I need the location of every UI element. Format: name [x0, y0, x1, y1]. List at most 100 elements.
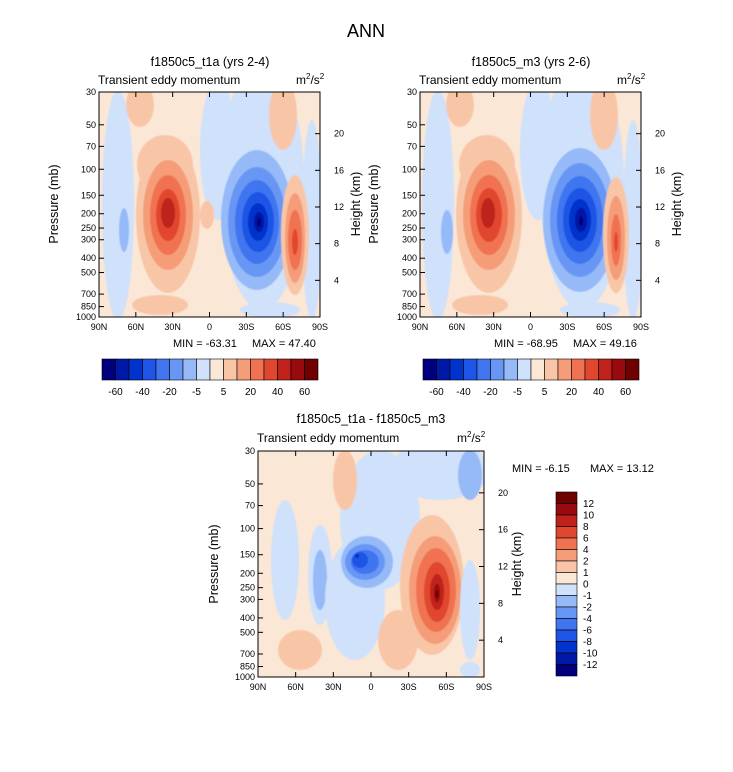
colorbar-label: -4 — [583, 614, 592, 625]
panel-diff-max: MAX = 13.12 — [590, 463, 654, 475]
colorbar-swatch — [263, 358, 278, 381]
colorbar-swatch — [304, 358, 319, 381]
colorbar-label: 40 — [272, 387, 284, 398]
y-tick-label: 70 — [407, 141, 417, 151]
colorbar-right: -60 -40 -20 -5 5 20 40 60 — [422, 358, 640, 398]
x-tick-label: 60N — [287, 682, 304, 692]
colorbar-swatch — [290, 358, 305, 381]
colorbar-label: 5 — [221, 387, 227, 398]
colorbar-swatch — [236, 358, 251, 381]
colorbar-swatch — [436, 358, 451, 381]
colorbar-swatch — [209, 358, 224, 381]
y-tick-label: 70 — [245, 501, 255, 511]
height-tick-label: 12 — [498, 562, 508, 572]
x-tick-label: 0 — [528, 322, 533, 332]
colorbar-label: -10 — [583, 649, 598, 660]
panel-left-max: MAX = 47.40 — [252, 338, 316, 350]
colorbar-label: 1 — [583, 568, 589, 579]
y-tick-label: 100 — [402, 164, 417, 174]
y-tick-label: 300 — [81, 235, 96, 245]
y-tick-label: 500 — [402, 268, 417, 278]
y-tick-label: 400 — [240, 613, 255, 623]
x-tick-label: 30S — [238, 322, 254, 332]
y-tick-label: 200 — [402, 209, 417, 219]
y-tick-label: 50 — [407, 120, 417, 130]
colorbar-label: -5 — [192, 387, 201, 398]
y-tick-label: 250 — [240, 583, 255, 593]
colorbar-swatch — [503, 358, 518, 381]
colorbar-label: 20 — [245, 387, 257, 398]
y-tick-label: 1000 — [235, 672, 255, 682]
colorbar-label: 0 — [583, 580, 589, 591]
colorbar-swatch — [250, 358, 265, 381]
x-tick-label: 90S — [312, 322, 328, 332]
colorbar-swatch — [555, 560, 578, 573]
colorbar-label: 40 — [593, 387, 605, 398]
colorbar-swatch — [555, 549, 578, 562]
panel-left-ylabel: Pressure (mb) — [47, 164, 61, 243]
colorbar-swatch — [625, 358, 640, 381]
colorbar-label: -5 — [513, 387, 522, 398]
colorbar-label: -8 — [583, 637, 592, 648]
colorbar-swatch — [115, 358, 130, 381]
colorbar-swatch — [422, 358, 437, 381]
x-tick-label: 30N — [164, 322, 181, 332]
panel-diff-ylabel-right: Height (km) — [510, 532, 524, 597]
colorbar-left: -60 -40 -20 -5 5 20 40 60 — [101, 358, 319, 398]
colorbar-swatch — [449, 358, 464, 381]
colorbar-swatch — [555, 664, 578, 677]
height-tick-label: 4 — [498, 635, 503, 645]
y-tick-label: 200 — [240, 568, 255, 578]
panel-left-axes: 305070100150200250300400500700850100090N… — [76, 87, 344, 332]
panel-right-subtitle: Transient eddy momentum — [419, 73, 561, 87]
y-tick-label: 300 — [402, 235, 417, 245]
colorbar-swatch — [463, 358, 478, 381]
x-tick-label: 90N — [250, 682, 267, 692]
figure-title: ANN — [347, 21, 385, 41]
colorbar-swatch — [101, 358, 116, 381]
y-tick-label: 300 — [240, 594, 255, 604]
colorbar-swatch — [555, 537, 578, 550]
y-tick-label: 30 — [407, 87, 417, 97]
x-tick-label: 0 — [207, 322, 212, 332]
panel-diff-ylabel: Pressure (mb) — [207, 524, 221, 603]
y-tick-label: 30 — [245, 446, 255, 456]
colorbar-label: 2 — [583, 557, 589, 568]
panel-diff-min: MIN = -6.15 — [512, 463, 570, 475]
panel-right-title: f1850c5_m3 (yrs 2-6) — [472, 55, 591, 69]
height-tick-label: 12 — [655, 202, 665, 212]
colorbar-swatch — [169, 358, 184, 381]
colorbar-label: 8 — [583, 522, 589, 533]
panel-diff-axes: 305070100150200250300400500700850100090N… — [235, 446, 508, 692]
colorbar-label: -40 — [135, 387, 150, 398]
x-tick-label: 30N — [485, 322, 502, 332]
height-tick-label: 16 — [498, 525, 508, 535]
y-tick-label: 250 — [402, 223, 417, 233]
y-tick-label: 850 — [81, 302, 96, 312]
panel-right-axes: 305070100150200250300400500700850100090N… — [397, 87, 665, 332]
x-tick-label: 90S — [476, 682, 492, 692]
panel-diff-units: m2/s2 — [457, 430, 486, 445]
colorbar-label: -2 — [583, 603, 592, 614]
panel-left-ylabel-right: Height (km) — [349, 172, 363, 237]
y-tick-label: 1000 — [76, 312, 96, 322]
y-tick-label: 1000 — [397, 312, 417, 322]
colorbar-swatch — [555, 491, 578, 504]
colorbar-swatch — [544, 358, 559, 381]
height-tick-label: 4 — [334, 275, 339, 285]
colorbar-swatch — [555, 514, 578, 527]
y-tick-label: 150 — [81, 190, 96, 200]
panel-left-field — [99, 92, 320, 317]
panel-left-units: m2/s2 — [296, 72, 325, 87]
colorbar-label: -20 — [162, 387, 177, 398]
colorbar-label: -40 — [456, 387, 471, 398]
height-tick-label: 16 — [334, 165, 344, 175]
colorbar-label: 5 — [542, 387, 548, 398]
colorbar-label: -60 — [429, 387, 444, 398]
y-tick-label: 700 — [240, 649, 255, 659]
height-tick-label: 20 — [334, 129, 344, 139]
colorbar-label: -20 — [483, 387, 498, 398]
colorbar-label: -60 — [108, 387, 123, 398]
colorbar-swatch — [277, 358, 292, 381]
colorbar-swatch — [155, 358, 170, 381]
